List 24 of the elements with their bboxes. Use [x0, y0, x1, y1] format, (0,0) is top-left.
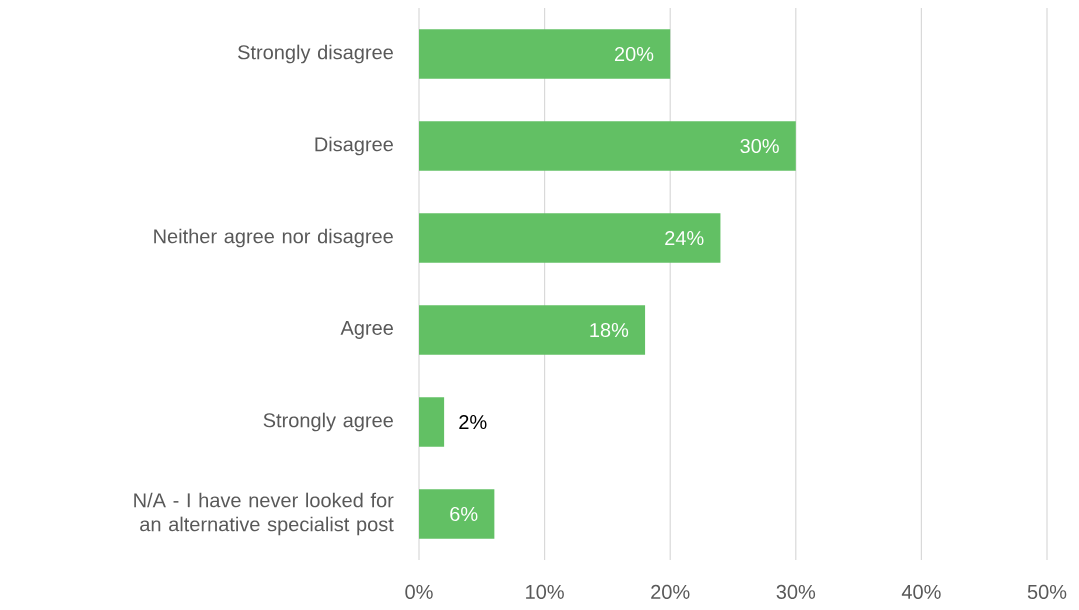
bar: [419, 305, 646, 355]
y-tick-label: Strongly agree: [263, 412, 393, 432]
bar: [419, 121, 796, 171]
bar: [419, 29, 671, 79]
x-tick-label: 10%: [526, 584, 564, 600]
y-tick-label: Neither agree nor disagree: [154, 228, 393, 248]
x-tick-label: 50%: [1027, 584, 1067, 600]
bar: [419, 489, 495, 539]
data-label: 20%: [614, 46, 654, 62]
data-label: 2%: [459, 414, 487, 430]
data-label: 6%: [450, 506, 478, 522]
y-tick-label: Agree: [340, 321, 393, 339]
bar: [419, 213, 721, 263]
y-tick-label: N/A - I have never looked for an alternative specialist post: [134, 492, 394, 536]
x-tick-label: 20%: [651, 584, 690, 600]
x-tick-label: 30%: [776, 584, 816, 600]
data-label: 24%: [665, 230, 704, 246]
x-tick-label: 0%: [405, 584, 433, 600]
bar: [419, 397, 445, 447]
data-label: 18%: [590, 322, 629, 338]
y-tick-label: Disagree: [315, 136, 393, 156]
data-label: 30%: [740, 138, 779, 154]
y-tick-label: Strongly disagree: [238, 44, 393, 64]
x-tick-label: 40%: [901, 584, 941, 600]
